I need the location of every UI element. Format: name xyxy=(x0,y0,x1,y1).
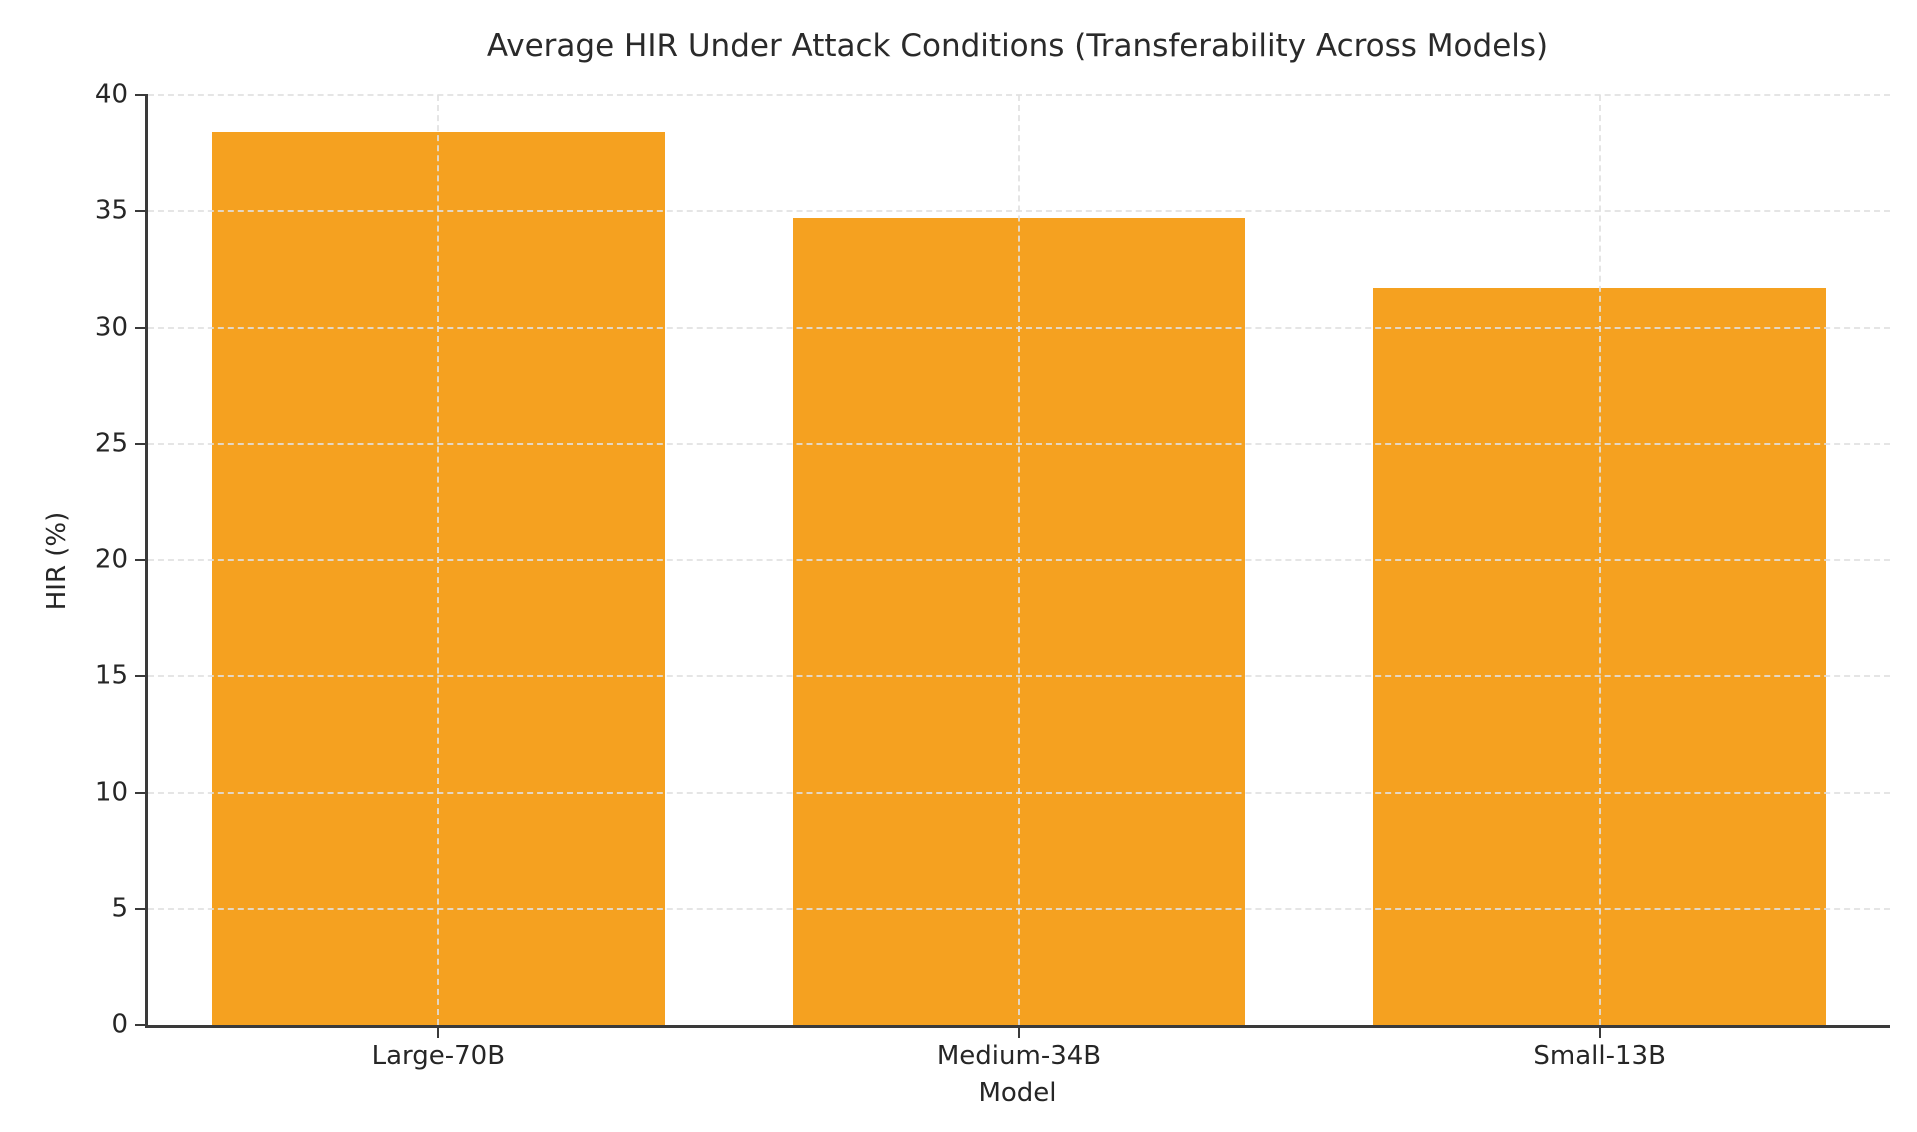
y-tick-label: 30 xyxy=(94,311,128,342)
y-tick-label: 5 xyxy=(111,893,128,924)
y-tick-mark xyxy=(135,210,148,213)
y-axis-label: HIR (%) xyxy=(42,511,72,611)
y-tick-mark xyxy=(135,326,148,329)
bar xyxy=(1373,287,1827,1025)
x-axis-label: Model xyxy=(978,1078,1057,1108)
y-tick-label: 25 xyxy=(94,428,128,459)
y-tick-mark xyxy=(135,1024,148,1026)
y-tick-mark xyxy=(135,442,148,445)
h-gridline xyxy=(148,94,1890,96)
y-tick-mark xyxy=(135,675,148,678)
y-tick-mark xyxy=(135,559,148,561)
y-tick-mark xyxy=(135,94,148,96)
chart-title: Average HIR Under Attack Conditions (Tra… xyxy=(486,28,1549,64)
bar xyxy=(211,132,665,1025)
x-tick-label: Small-13B xyxy=(1533,1041,1666,1071)
y-tick-label: 0 xyxy=(111,1009,128,1040)
bar xyxy=(792,218,1246,1025)
y-tick-mark xyxy=(135,791,148,794)
y-tick-label: 35 xyxy=(94,195,128,226)
x-tick-label: Large-70B xyxy=(371,1041,506,1071)
plot-area: 0 5 10 15 20 25 30 35 40 Large-70B Medium-34B Small… xyxy=(95,79,1890,1071)
y-tick-label: 40 xyxy=(94,79,128,110)
y-tick-label: 15 xyxy=(94,660,128,691)
x-tick-mark xyxy=(1598,1025,1601,1038)
x-tick-mark xyxy=(1018,1025,1020,1038)
y-tick-label: 20 xyxy=(94,544,128,575)
x-tick-label: Medium-34B xyxy=(936,1041,1102,1071)
x-tick-mark xyxy=(437,1025,440,1038)
y-tick-label: 10 xyxy=(94,776,128,807)
y-tick-mark xyxy=(135,907,148,910)
